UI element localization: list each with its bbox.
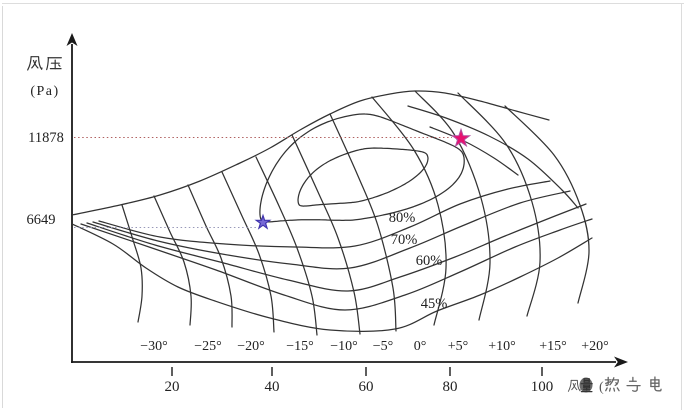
svg-text:45%: 45%: [421, 296, 448, 312]
svg-text:(Pa): (Pa): [30, 84, 59, 99]
svg-text:11878: 11878: [28, 130, 64, 146]
svg-text:70%: 70%: [391, 232, 418, 248]
svg-text:+5°: +5°: [448, 339, 469, 354]
svg-text:6649: 6649: [27, 212, 56, 228]
svg-text:80: 80: [443, 379, 458, 395]
svg-text:60: 60: [359, 379, 374, 395]
svg-text:60%: 60%: [416, 253, 443, 269]
svg-text:80%: 80%: [389, 210, 416, 226]
svg-text:−20°: −20°: [237, 339, 265, 354]
svg-text:+10°: +10°: [488, 339, 516, 354]
svg-text:40: 40: [265, 379, 280, 395]
svg-text:+20°: +20°: [581, 339, 609, 354]
svg-text:−25°: −25°: [194, 339, 222, 354]
svg-text:−10°: −10°: [330, 339, 358, 354]
svg-text:100: 100: [531, 379, 554, 395]
svg-text:−30°: −30°: [140, 339, 168, 354]
svg-text:−5°: −5°: [373, 339, 394, 354]
svg-text:0°: 0°: [414, 339, 427, 354]
svg-text:+15°: +15°: [539, 339, 567, 354]
svg-text:20: 20: [165, 379, 180, 395]
svg-text:(: (: [599, 380, 604, 395]
svg-text:−15°: −15°: [286, 339, 314, 354]
